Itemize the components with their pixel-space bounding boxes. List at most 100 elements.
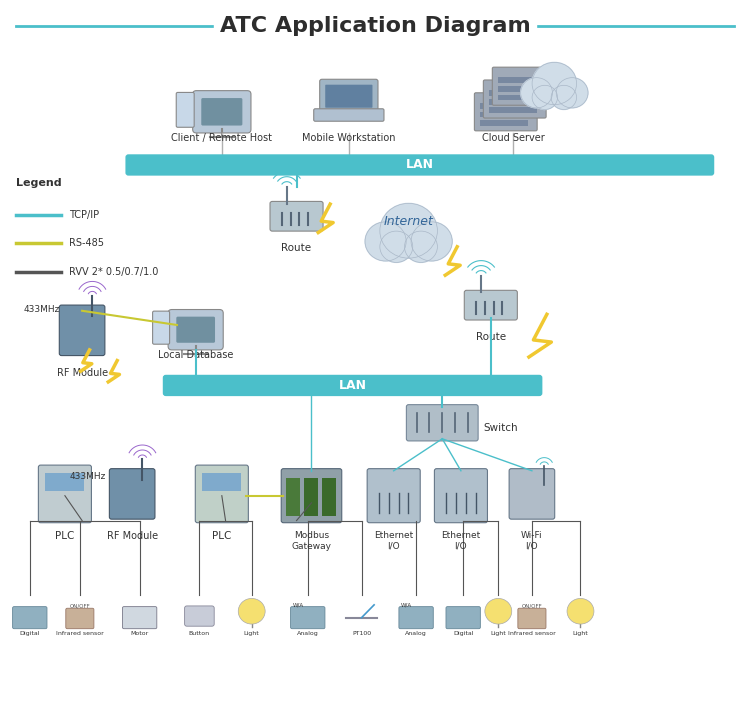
Text: Client / Remote Host: Client / Remote Host <box>171 133 272 143</box>
Text: Button: Button <box>189 631 210 636</box>
FancyBboxPatch shape <box>497 78 546 83</box>
FancyBboxPatch shape <box>38 465 92 523</box>
Circle shape <box>411 222 452 261</box>
Text: Internet: Internet <box>384 216 433 228</box>
FancyBboxPatch shape <box>168 310 224 350</box>
FancyBboxPatch shape <box>290 607 325 629</box>
FancyBboxPatch shape <box>492 67 555 105</box>
FancyBboxPatch shape <box>152 311 170 344</box>
Circle shape <box>567 598 594 624</box>
Circle shape <box>365 222 407 261</box>
FancyBboxPatch shape <box>286 478 300 516</box>
Circle shape <box>238 598 266 624</box>
Text: Legend: Legend <box>16 178 62 188</box>
FancyBboxPatch shape <box>320 79 378 112</box>
Text: Light: Light <box>572 631 588 636</box>
Circle shape <box>556 78 588 108</box>
FancyBboxPatch shape <box>270 201 323 231</box>
FancyBboxPatch shape <box>434 468 488 523</box>
FancyBboxPatch shape <box>488 99 537 104</box>
FancyBboxPatch shape <box>368 468 420 523</box>
FancyBboxPatch shape <box>314 109 384 121</box>
FancyBboxPatch shape <box>497 86 546 91</box>
FancyBboxPatch shape <box>488 107 537 113</box>
FancyBboxPatch shape <box>201 98 242 126</box>
FancyBboxPatch shape <box>59 305 105 356</box>
FancyBboxPatch shape <box>176 316 215 343</box>
Text: Mobile Workstation: Mobile Workstation <box>302 133 395 143</box>
Circle shape <box>404 231 437 263</box>
FancyBboxPatch shape <box>406 405 478 441</box>
Circle shape <box>380 231 412 263</box>
Text: Local Database: Local Database <box>158 350 233 360</box>
Text: Route: Route <box>281 243 311 253</box>
FancyBboxPatch shape <box>110 468 155 519</box>
FancyBboxPatch shape <box>281 468 342 523</box>
FancyBboxPatch shape <box>122 607 157 629</box>
Text: PLC: PLC <box>212 531 232 541</box>
Text: PT100: PT100 <box>352 631 371 636</box>
Text: Cloud Server: Cloud Server <box>482 133 544 143</box>
Text: Route: Route <box>476 332 506 342</box>
FancyBboxPatch shape <box>479 120 528 126</box>
Circle shape <box>532 85 557 109</box>
FancyBboxPatch shape <box>518 608 546 629</box>
FancyBboxPatch shape <box>13 607 47 629</box>
Text: LAN: LAN <box>338 379 367 392</box>
FancyBboxPatch shape <box>66 608 94 629</box>
FancyBboxPatch shape <box>509 468 555 519</box>
Circle shape <box>532 62 577 105</box>
Circle shape <box>484 598 512 624</box>
Text: Light: Light <box>490 631 506 636</box>
Text: 433MHz: 433MHz <box>70 473 106 481</box>
Text: Analog: Analog <box>297 631 319 636</box>
FancyBboxPatch shape <box>195 465 248 523</box>
FancyBboxPatch shape <box>184 606 214 626</box>
Text: Wi-Fi
I/O: Wi-Fi I/O <box>521 531 543 550</box>
Text: Motor: Motor <box>130 631 148 636</box>
FancyBboxPatch shape <box>202 473 242 491</box>
FancyBboxPatch shape <box>163 375 542 396</box>
Text: RVV 2* 0.5/0.7/1.0: RVV 2* 0.5/0.7/1.0 <box>69 266 158 276</box>
FancyBboxPatch shape <box>193 91 251 133</box>
Text: Digital: Digital <box>20 631 40 636</box>
Circle shape <box>520 78 553 108</box>
FancyBboxPatch shape <box>322 478 336 516</box>
Text: RF Module: RF Module <box>56 368 108 378</box>
Text: Light: Light <box>244 631 260 636</box>
Text: W/A: W/A <box>292 603 304 608</box>
FancyBboxPatch shape <box>304 478 318 516</box>
Text: Ethernet
I/O: Ethernet I/O <box>374 531 413 550</box>
Text: Modbus
Gateway: Modbus Gateway <box>292 531 332 550</box>
Text: Ethernet
I/O: Ethernet I/O <box>441 531 481 550</box>
Text: ON/OFF: ON/OFF <box>521 603 542 608</box>
Text: Analog: Analog <box>405 631 427 636</box>
FancyBboxPatch shape <box>46 473 84 491</box>
FancyBboxPatch shape <box>326 85 373 108</box>
FancyBboxPatch shape <box>479 111 528 117</box>
Text: 433MHz: 433MHz <box>23 306 60 314</box>
FancyBboxPatch shape <box>176 92 194 127</box>
Text: Switch: Switch <box>483 423 518 433</box>
FancyBboxPatch shape <box>483 80 546 118</box>
Text: LAN: LAN <box>406 159 433 171</box>
FancyBboxPatch shape <box>399 607 433 629</box>
Text: RS-485: RS-485 <box>69 238 104 248</box>
Text: TCP/IP: TCP/IP <box>69 210 99 220</box>
Circle shape <box>380 203 437 258</box>
Text: PLC: PLC <box>56 531 74 541</box>
Text: RF Module: RF Module <box>106 531 158 541</box>
FancyBboxPatch shape <box>479 103 528 109</box>
FancyBboxPatch shape <box>464 291 518 320</box>
Text: ON/OFF: ON/OFF <box>70 603 90 608</box>
FancyBboxPatch shape <box>488 90 537 96</box>
Text: Infrared sensor: Infrared sensor <box>56 631 104 636</box>
Circle shape <box>551 85 577 109</box>
FancyBboxPatch shape <box>446 607 480 629</box>
Text: ATC Application Diagram: ATC Application Diagram <box>220 16 530 36</box>
Text: Infrared sensor: Infrared sensor <box>508 631 556 636</box>
Text: W/A: W/A <box>401 603 412 608</box>
FancyBboxPatch shape <box>125 154 714 176</box>
FancyBboxPatch shape <box>475 93 537 131</box>
Text: Digital: Digital <box>453 631 473 636</box>
